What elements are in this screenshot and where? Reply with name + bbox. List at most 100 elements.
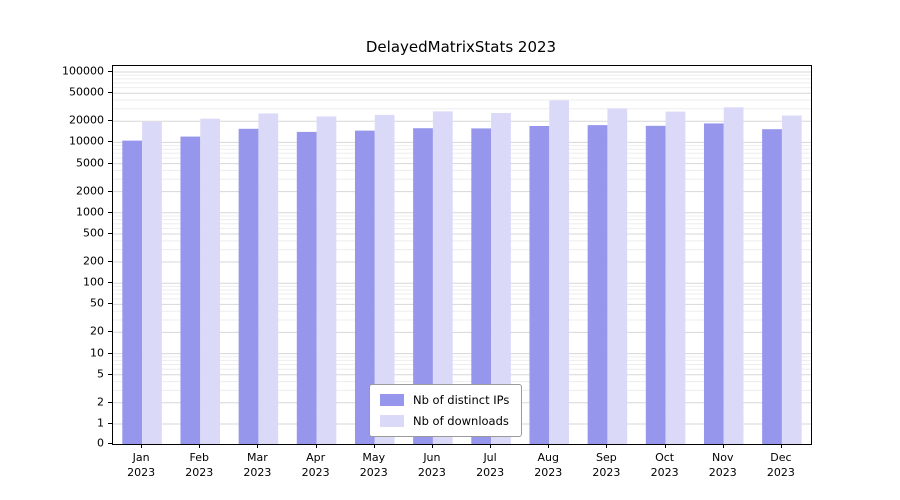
bar-distinct-ips-aug [529,125,550,444]
month-label: Apr [306,451,326,464]
x-tick-label-may: May 2023 [342,451,406,481]
y-tick-mark [108,331,112,333]
year-label: 2023 [127,465,156,479]
y-tick-mark [108,162,112,164]
x-tick-label-nov: Nov 2023 [691,451,755,481]
bar-distinct-ips-may [354,130,375,444]
year-label: 2023 [185,465,214,479]
x-tick-label-apr: Apr 2023 [284,451,348,481]
x-tick-mark [257,444,259,448]
y-tick-mark [108,211,112,213]
y-tick-label-0: 0 [97,436,104,450]
y-tick-label-20: 20 [90,324,104,338]
bar-distinct-ips-nov [703,123,724,444]
bar-distinct-ips-jun [413,128,433,444]
x-tick-label-aug: Aug 2023 [516,451,580,481]
bar-downloads-nov [723,107,744,444]
y-tick-mark [108,423,112,424]
y-tick-label-20000: 20000 [69,113,104,127]
bar-distinct-ips-mar [238,128,259,444]
bar-distinct-ips-sep [587,125,608,444]
month-label: Nov [712,451,734,464]
y-tick-label-50: 50 [90,296,104,310]
x-tick-mark [141,444,143,448]
month-label: May [362,451,386,464]
y-tick-mark [108,443,112,444]
month-label: Dec [770,451,792,464]
y-tick-label-2000: 2000 [76,184,104,198]
bar-downloads-aug [549,100,570,444]
x-tick-label-jul: Jul 2023 [458,451,522,481]
y-tick-mark [108,190,112,192]
x-tick-mark [315,444,317,448]
legend-label-downloads: Nb of downloads [413,414,509,428]
x-tick-label-feb: Feb 2023 [167,451,231,481]
x-tick-mark [431,444,433,448]
x-tick-mark [722,444,724,448]
bar-downloads-mar [258,113,279,444]
x-tick-label-sep: Sep 2023 [574,451,638,481]
year-label: 2023 [766,465,795,479]
legend-swatch-distinct-ips [380,394,404,406]
year-label: 2023 [650,465,679,479]
legend-label-distinct-ips: Nb of distinct IPs [413,393,510,407]
x-tick-mark [548,444,550,448]
y-tick-label-50000: 50000 [69,85,104,99]
y-tick-label-1: 1 [97,416,104,430]
x-tick-mark [780,444,782,448]
bar-downloads-jun [432,111,453,444]
y-tick-label-10000: 10000 [69,134,104,148]
y-tick-mark [108,401,112,403]
x-tick-mark [664,444,666,448]
y-tick-label-10: 10 [90,346,104,360]
y-tick-label-5000: 5000 [76,156,104,170]
y-tick-mark [108,352,112,354]
y-tick-mark [108,232,112,234]
x-tick-label-jan: Jan 2023 [109,451,173,481]
bar-downloads-dec [781,115,802,444]
chart-title: DelayedMatrixStats 2023 [365,38,557,56]
month-label: Oct [655,451,675,464]
y-tick-mark [108,282,112,284]
year-label: 2023 [592,465,621,479]
y-tick-mark [108,92,112,94]
y-tick-label-100: 100 [83,275,104,289]
y-tick-label-1000: 1000 [76,205,104,219]
plot-area: Nb of distinct IPs Nb of downloads [112,65,812,445]
bar-distinct-ips-jul [471,128,492,444]
x-tick-mark [490,444,492,448]
y-tick-label-5: 5 [97,367,104,381]
month-label: Sep [596,451,617,464]
legend-item-distinct-ips: Nb of distinct IPs [380,393,509,407]
year-label: 2023 [476,465,505,479]
x-tick-label-oct: Oct 2023 [633,451,697,481]
bar-downloads-jan [142,121,162,444]
y-tick-label-2: 2 [97,395,104,409]
x-tick-label-jun: Jun 2023 [400,451,464,481]
year-label: 2023 [243,465,272,479]
bar-distinct-ips-jan [122,140,143,444]
bar-downloads-sep [607,108,628,444]
y-tick-mark [108,141,112,143]
y-tick-mark [108,373,112,375]
x-tick-mark [373,444,375,448]
legend: Nb of distinct IPs Nb of downloads [369,384,523,437]
year-label: 2023 [417,465,446,479]
x-tick-label-mar: Mar 2023 [225,451,289,481]
year-label: 2023 [534,465,563,479]
year-label: 2023 [301,465,330,479]
bar-downloads-jul [491,112,511,444]
x-tick-mark [606,444,608,448]
month-label: Feb [189,451,209,464]
x-tick-label-dec: Dec 2023 [749,451,813,481]
bar-distinct-ips-apr [296,131,317,444]
month-label: Jul [483,451,497,464]
month-label: Mar [247,451,268,464]
year-label: 2023 [708,465,737,479]
y-tick-label-500: 500 [83,226,104,240]
bar-distinct-ips-dec [762,129,782,444]
bar-distinct-ips-feb [180,136,201,444]
y-tick-label-100000: 100000 [62,64,104,78]
bar-downloads-apr [316,116,337,444]
y-tick-mark [108,261,112,262]
